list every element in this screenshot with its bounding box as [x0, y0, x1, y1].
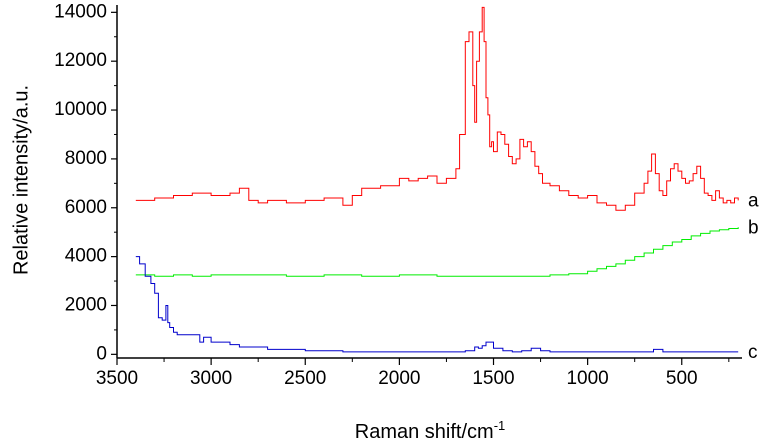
series-a-label: a [748, 190, 759, 211]
x-axis-title: Raman shift/cm-1 [355, 418, 506, 443]
series-b-line [135, 227, 739, 277]
x-axis-title-text: Raman shift/cm [355, 421, 494, 443]
y-tick-label: 10000 [54, 99, 107, 120]
y-tick-label: 4000 [65, 246, 107, 267]
series-c-line [135, 256, 739, 353]
series-layer [135, 6, 739, 353]
x-tick-label: 1000 [566, 368, 608, 389]
series-b-label: b [748, 217, 759, 238]
series-a-line [135, 6, 739, 211]
y-tick-label: 8000 [65, 148, 107, 169]
y-tick-label: 6000 [65, 197, 107, 218]
y-tick-label: 14000 [54, 1, 107, 22]
y-tick-label: 0 [96, 343, 107, 364]
x-tick-label: 500 [666, 368, 698, 389]
x-tick-label: 2500 [284, 368, 326, 389]
y-tick-label: 12000 [54, 50, 107, 71]
labels-layer: Relative intensity/a.u. Raman shift/cm-1… [10, 85, 759, 443]
x-tick-label: 1500 [472, 368, 514, 389]
series-c-label: c [748, 342, 758, 363]
y-axis-title: Relative intensity/a.u. [10, 85, 32, 275]
x-tick-label: 3500 [96, 368, 138, 389]
x-tick-label: 2000 [378, 368, 420, 389]
axes: 0 2000 4000 6000 8000 10000 12000 14000 3500 3000… [54, 1, 742, 389]
x-axis-title-superscript: -1 [494, 418, 506, 433]
x-tick-label: 3000 [190, 368, 232, 389]
y-tick-label: 2000 [65, 294, 107, 315]
